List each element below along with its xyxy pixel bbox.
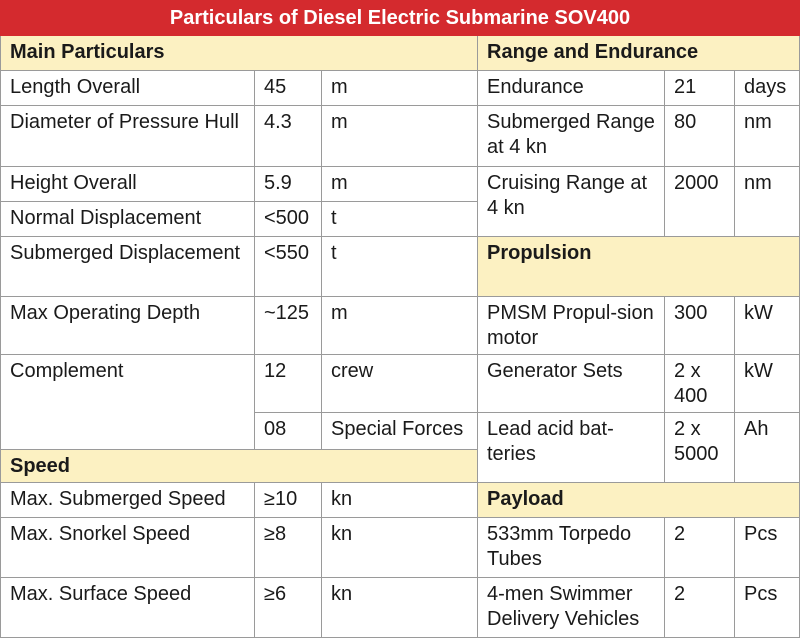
row-value: ≥10: [255, 483, 322, 518]
section-header: Speed: [0, 450, 478, 483]
row-value: 2: [665, 518, 735, 578]
row-label: Normal Displacement: [0, 202, 255, 237]
row-label: Endurance: [478, 71, 665, 106]
row-unit: m: [322, 71, 478, 106]
row-label: Max. Snorkel Speed: [0, 518, 255, 578]
row-label: 4-men Swimmer Delivery Vehicles: [478, 578, 665, 638]
row-label: Max. Surface Speed: [0, 578, 255, 638]
row-unit: t: [322, 202, 478, 237]
row-value: ~125: [255, 297, 322, 355]
row-unit: days: [735, 71, 800, 106]
row-unit: kn: [322, 483, 478, 518]
row-label: Length Overall: [0, 71, 255, 106]
row-unit: m: [322, 297, 478, 355]
row-value: <500: [255, 202, 322, 237]
section-header: Payload: [478, 483, 800, 518]
section-header: Propulsion: [478, 237, 800, 297]
table-title: Particulars of Diesel Electric Submarine…: [0, 0, 800, 36]
row-label: Submerged Displacement: [0, 237, 255, 297]
row-label: Diameter of Pressure Hull: [0, 106, 255, 167]
row-unit: Special Forces: [322, 413, 478, 450]
row-unit: kn: [322, 518, 478, 578]
row-value: 5.9: [255, 167, 322, 202]
row-unit: m: [322, 167, 478, 202]
row-value: 45: [255, 71, 322, 106]
section-header: Main Particulars: [0, 36, 478, 71]
row-unit: Pcs: [735, 578, 800, 638]
section-header: Range and Endurance: [478, 36, 800, 71]
row-value: ≥6: [255, 578, 322, 638]
row-label: Lead acid bat-teries: [478, 413, 665, 483]
row-value: 21: [665, 71, 735, 106]
row-label: Generator Sets: [478, 355, 665, 413]
row-unit: Pcs: [735, 518, 800, 578]
row-label: Cruising Range at 4 kn: [478, 167, 665, 237]
row-unit: nm: [735, 167, 800, 237]
row-value: 08: [255, 413, 322, 450]
row-label: Submerged Range at 4 kn: [478, 106, 665, 167]
row-unit: nm: [735, 106, 800, 167]
row-unit: kn: [322, 578, 478, 638]
row-unit: crew: [322, 355, 478, 413]
row-label: Complement: [0, 355, 255, 450]
row-unit: Ah: [735, 413, 800, 483]
row-value: 2: [665, 578, 735, 638]
row-value: 2 x 5000: [665, 413, 735, 483]
row-value: 2 x 400: [665, 355, 735, 413]
row-unit: m: [322, 106, 478, 167]
row-value: 12: [255, 355, 322, 413]
row-value: <550: [255, 237, 322, 297]
row-unit: kW: [735, 297, 800, 355]
row-value: 300: [665, 297, 735, 355]
row-value: ≥8: [255, 518, 322, 578]
row-label: Height Overall: [0, 167, 255, 202]
row-value: 4.3: [255, 106, 322, 167]
row-unit: kW: [735, 355, 800, 413]
row-unit: t: [322, 237, 478, 297]
row-value: 80: [665, 106, 735, 167]
row-label: 533mm Torpedo Tubes: [478, 518, 665, 578]
row-value: 2000: [665, 167, 735, 237]
row-label: PMSM Propul-sion motor: [478, 297, 665, 355]
row-label: Max Operating Depth: [0, 297, 255, 355]
row-label: Max. Submerged Speed: [0, 483, 255, 518]
